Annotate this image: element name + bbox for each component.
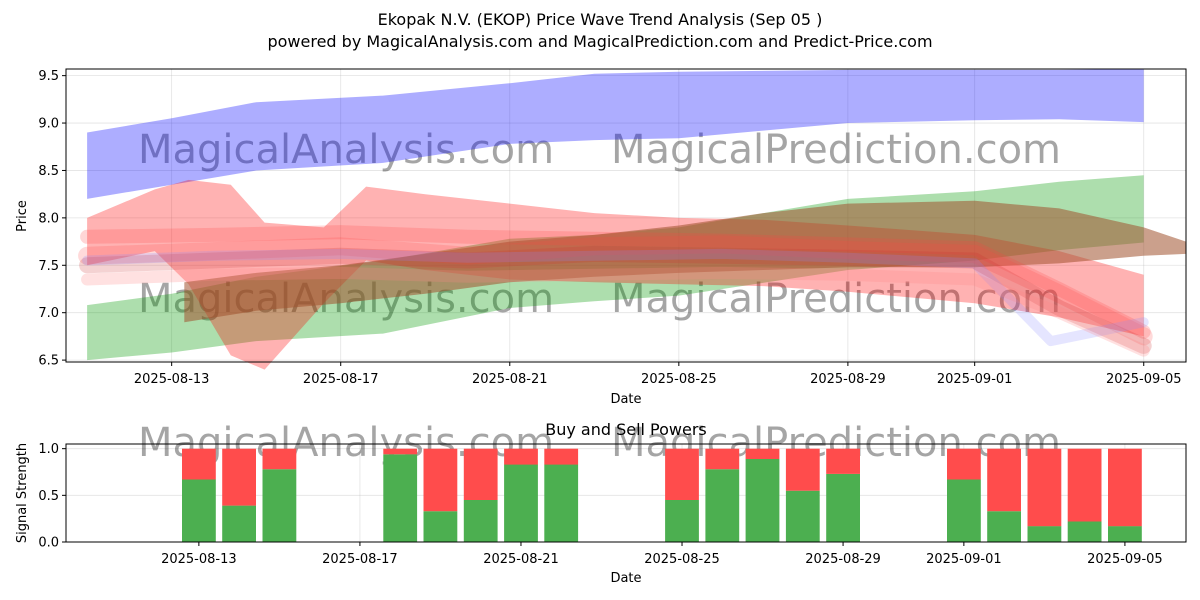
price-x-tick-label: 2025-08-29 (810, 372, 886, 387)
sell-bar (182, 448, 216, 480)
watermark-right: MagicalPrediction.com (611, 127, 1061, 173)
price-wave-line-4 (81, 266, 1150, 357)
power-chart-title: Buy and Sell Powers (545, 420, 707, 439)
power-y-tick-label: 1.0 (38, 442, 59, 457)
chart-title: Ekopak N.V. (EKOP) Price Wave Trend Anal… (378, 10, 823, 29)
sell-bar (463, 448, 498, 500)
price-x-tick-label: 2025-08-25 (641, 372, 717, 387)
price-band-3 (184, 200, 1187, 323)
buy-bar (383, 454, 418, 542)
buy-bar (987, 511, 1021, 542)
price-x-tick-label: 2025-09-05 (1106, 372, 1182, 387)
watermark-right-lower: MagicalPrediction.com (611, 276, 1061, 322)
sell-bar (544, 448, 579, 465)
buy-bar (504, 464, 538, 542)
price-band-0 (87, 69, 1144, 199)
power-x-tick-label: 2025-08-29 (805, 552, 881, 567)
power-x-axis-label: Date (610, 571, 641, 586)
price-wave-line-0 (80, 225, 1151, 339)
price-x-tick-label: 2025-08-13 (134, 372, 210, 387)
sell-bar (222, 448, 256, 506)
price-y-tick-label: 9.0 (38, 117, 59, 132)
price-y-tick-label: 9.5 (38, 69, 59, 84)
sell-bar (1027, 448, 1062, 527)
buy-bar (745, 458, 780, 542)
sell-bar (504, 448, 538, 465)
price-wave-line-1 (78, 235, 1153, 346)
sell-bar (262, 448, 297, 470)
price-y-tick-label: 7.5 (38, 259, 59, 274)
sell-bar (1067, 448, 1102, 522)
buy-bar (222, 505, 256, 542)
buy-bar (423, 511, 458, 542)
price-y-tick-label: 6.5 (38, 354, 59, 369)
sell-bar (826, 448, 860, 474)
buy-bar (665, 500, 699, 542)
power-x-tick-label: 2025-09-05 (1087, 552, 1163, 567)
sell-bar (785, 448, 820, 491)
price-plot-frame (65, 68, 1187, 363)
buy-bar (262, 469, 297, 542)
watermark-left: MagicalAnalysis.com (138, 127, 554, 173)
power-y-tick-label: 0.5 (38, 489, 59, 504)
price-x-tick-label: 2025-08-17 (303, 372, 379, 387)
power-x-tick-label: 2025-09-01 (926, 552, 1002, 567)
power-x-tick-label: 2025-08-21 (483, 552, 559, 567)
power-y-axis-label: Signal Strength (15, 443, 30, 543)
power-bars (182, 448, 1142, 542)
buy-bar (826, 473, 860, 542)
power-x-tick-label: 2025-08-13 (161, 552, 237, 567)
price-axes: 6.5 7.0 7.5 8.0 8.5 9.0 9.5 2025-08-13 2025-08-1… (38, 69, 1181, 387)
price-x-tick-label: 2025-09-01 (937, 372, 1013, 387)
price-x-axis-label: Date (610, 392, 641, 407)
buy-bar (947, 479, 981, 542)
buy-bar (544, 464, 579, 542)
sell-bar (423, 448, 458, 512)
sell-bar (383, 448, 418, 455)
power-x-tick-label: 2025-08-25 (644, 552, 720, 567)
sell-bar (987, 448, 1021, 512)
power-plot-frame (65, 443, 1187, 543)
sell-bar (705, 448, 740, 470)
power-y-tick-label: 0.0 (38, 536, 59, 551)
price-x-tick-label: 2025-08-21 (472, 372, 548, 387)
buy-bar (785, 490, 820, 542)
buy-bar (463, 500, 498, 542)
price-y-tick-label: 8.0 (38, 211, 59, 226)
power-axes: 0.0 0.5 1.0 2025-08-13 2025-08-17 2025-08-21 2… (38, 442, 1162, 567)
buy-bar (1027, 526, 1062, 542)
buy-bar (705, 469, 740, 542)
price-y-tick-label: 7.0 (38, 306, 59, 321)
buy-bar (182, 479, 216, 542)
sell-bar (665, 448, 699, 500)
sell-bar (1108, 448, 1142, 527)
price-y-tick-label: 8.5 (38, 164, 59, 179)
chart-subtitle: powered by MagicalAnalysis.com and Magic… (267, 32, 932, 51)
power-panel: Buy and Sell Powers MagicalAnalysis.com … (15, 420, 1187, 586)
buy-bar (1108, 526, 1142, 542)
sell-bar (745, 448, 780, 459)
price-wave-line-2 (79, 245, 1152, 354)
price-wave-line-3 (82, 248, 1149, 347)
price-y-axis-label: Price (15, 200, 30, 232)
price-marks (78, 69, 1187, 370)
power-x-tick-label: 2025-08-17 (322, 552, 398, 567)
price-panel: MagicalAnalysis.com MagicalPrediction.co… (15, 68, 1187, 407)
sell-bar (947, 448, 981, 480)
buy-bar (1067, 521, 1102, 542)
